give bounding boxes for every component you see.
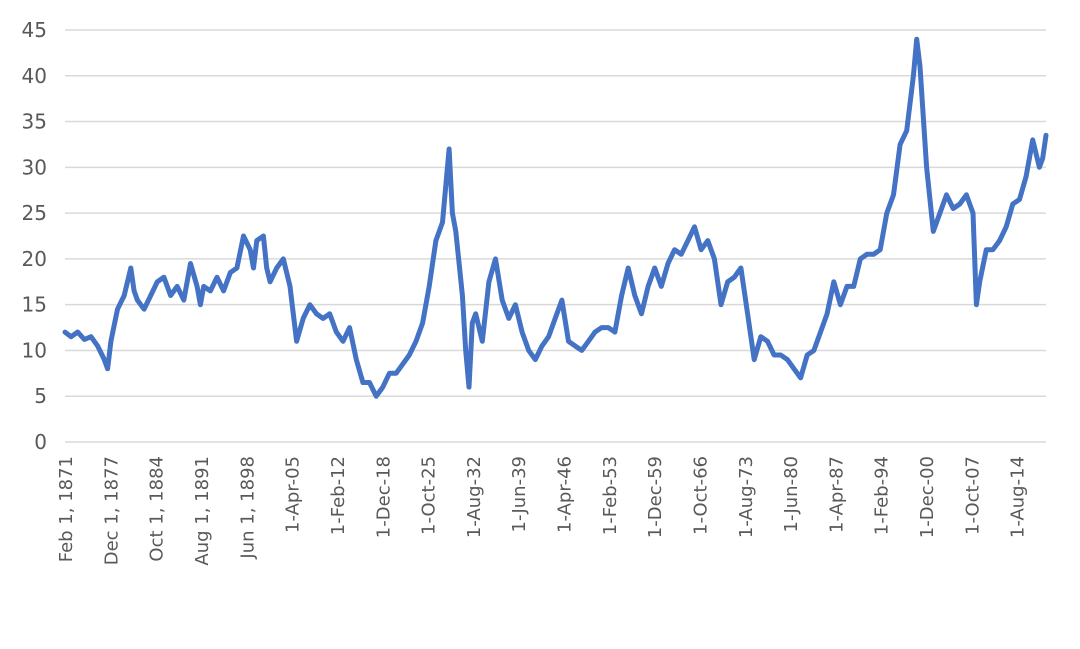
x-tick-label: 1-Oct-66: [690, 456, 711, 535]
y-tick-label: 45: [22, 18, 47, 42]
x-tick-label: Oct 1, 1884: [147, 456, 168, 562]
x-tick-label: 1-Aug-73: [736, 456, 757, 538]
x-tick-label: 1-Dec-59: [645, 456, 666, 538]
x-tick-label: Jun 1, 1898: [237, 456, 258, 560]
x-tick-label: 1-Jun-39: [509, 456, 530, 532]
x-tick-label: 1-Jun-80: [781, 456, 802, 532]
x-tick-label: 1-Apr-87: [826, 456, 847, 533]
y-tick-label: 15: [22, 293, 47, 317]
series-line-0: [62, 36, 1049, 399]
y-tick-label: 5: [34, 384, 47, 408]
x-tick-label: 1-Aug-32: [464, 456, 485, 538]
y-tick-label: 0: [34, 430, 47, 454]
x-tick-label: 1-Feb-12: [328, 456, 349, 535]
y-tick-label: 35: [22, 110, 47, 134]
x-tick-label: 1-Dec-18: [373, 456, 394, 538]
y-tick-label: 10: [22, 338, 47, 362]
x-tick-label: 1-Aug-14: [1008, 456, 1029, 538]
x-tick-label: 1-Oct-07: [962, 456, 983, 535]
x-tick-label: Aug 1, 1891: [192, 456, 213, 566]
y-tick-label: 40: [22, 64, 47, 88]
x-tick-label: 1-Oct-25: [419, 456, 440, 535]
x-tick-label: 1-Feb-53: [600, 456, 621, 535]
y-tick-label: 30: [22, 155, 47, 179]
y-tick-label: 25: [22, 201, 47, 225]
x-tick-label: 1-Apr-46: [555, 456, 576, 533]
x-tick-label: 1-Apr-05: [283, 456, 304, 533]
x-tick-label: Dec 1, 1877: [101, 456, 122, 565]
x-tick-label: 1-Feb-94: [872, 456, 893, 535]
x-tick-label: 1-Dec-00: [917, 456, 938, 538]
y-tick-label: 20: [22, 247, 47, 271]
x-tick-label: Feb 1, 1871: [56, 456, 77, 562]
